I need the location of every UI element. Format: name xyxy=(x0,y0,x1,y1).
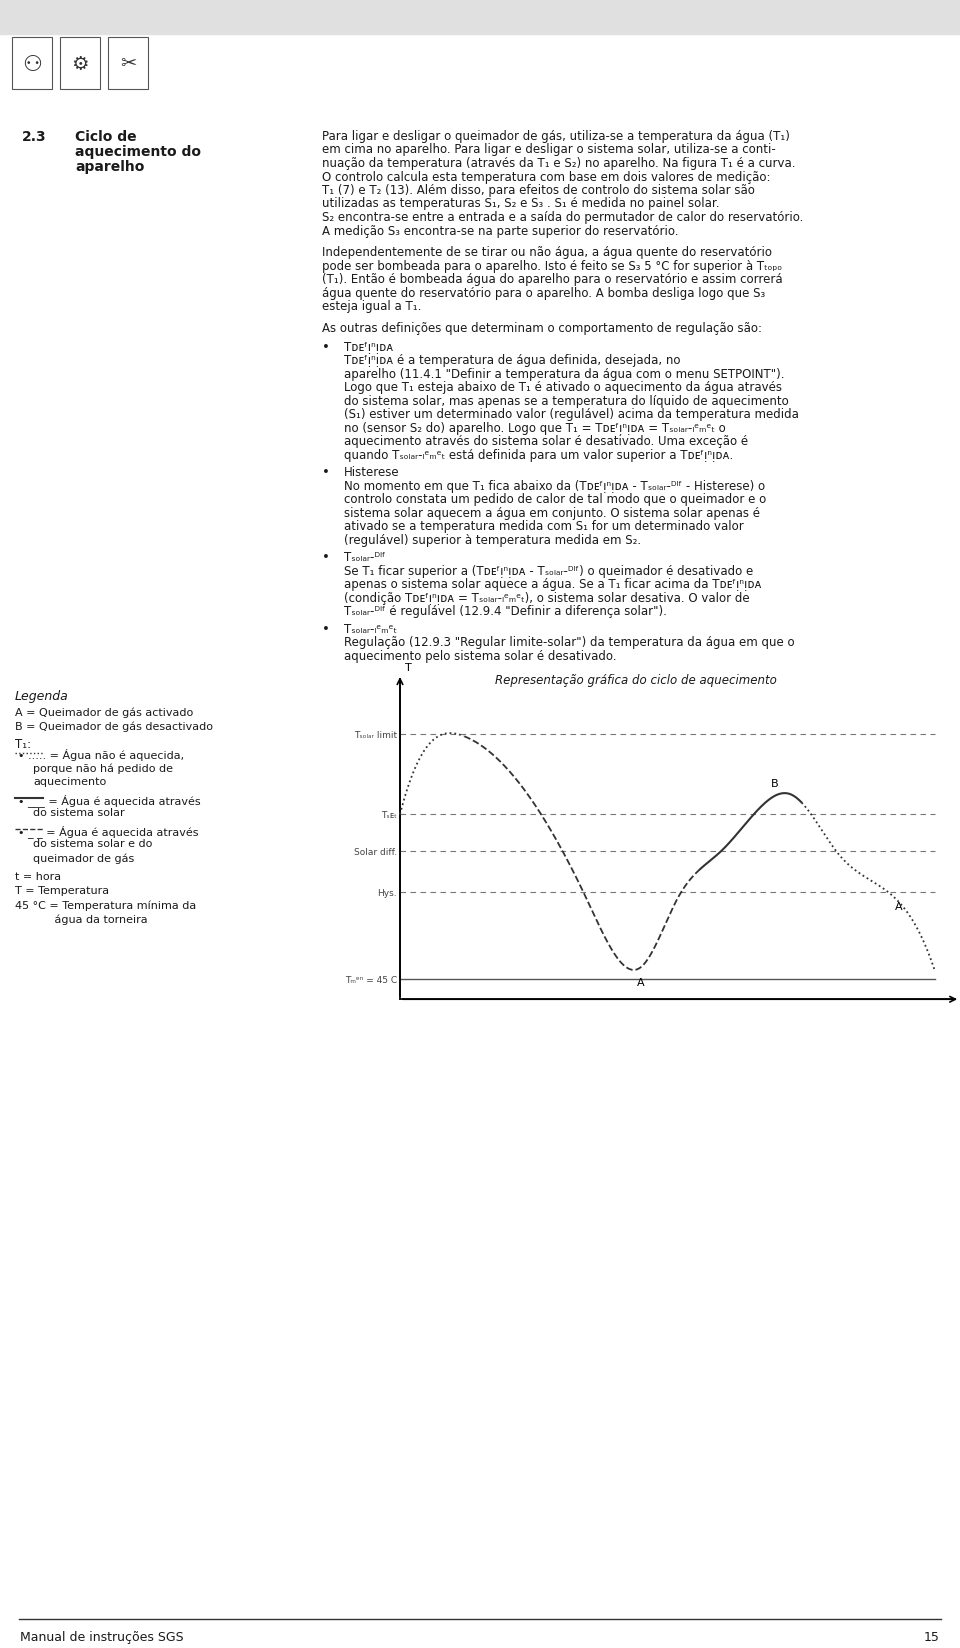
Text: água da torneira: água da torneira xyxy=(23,915,148,925)
Text: nuação da temperatura (através da T₁ e S₂) no aparelho. Na figura T₁ é a curva.: nuação da temperatura (através da T₁ e S… xyxy=(322,157,796,170)
Text: Tₛₒₗₐᵣ-ᴰᴵᶠ é regulável (12.9.4 "Definir a diferença solar").: Tₛₒₗₐᵣ-ᴰᴵᶠ é regulável (12.9.4 "Definir … xyxy=(344,605,667,618)
Text: S₂ encontra-se entre a entrada e a saída do permutador de calor do reservatório.: S₂ encontra-se entre a entrada e a saída… xyxy=(322,211,804,224)
Text: T₁ (7) e T₂ (13). Além disso, para efeitos de controlo do sistema solar são: T₁ (7) e T₂ (13). Além disso, para efeit… xyxy=(322,185,755,196)
Text: As outras definições que determinam o comportamento de regulação são:: As outras definições que determinam o co… xyxy=(322,321,762,335)
Text: sistema solar aquecem a água em conjunto. O sistema solar apenas é: sistema solar aquecem a água em conjunto… xyxy=(344,506,760,519)
Text: A: A xyxy=(895,901,902,911)
Text: aquecimento através do sistema solar é desativado. Uma exceção é: aquecimento através do sistema solar é d… xyxy=(344,435,748,448)
Text: Tᴅᴇᶠᴉⁿᴉᴅᴀ: Tᴅᴇᶠᴉⁿᴉᴅᴀ xyxy=(344,341,394,353)
Text: do sistema solar e do: do sistema solar e do xyxy=(33,839,153,849)
Text: O controlo calcula esta temperatura com base em dois valores de medição:: O controlo calcula esta temperatura com … xyxy=(322,170,771,183)
Text: quando Tₛₒₗₐᵣ-ₗᵉₘᵉₜ está definida para um valor superior a Tᴅᴇᶠᴉⁿᴉᴅᴀ.: quando Tₛₒₗₐᵣ-ₗᵉₘᵉₜ está definida para u… xyxy=(344,448,733,461)
Text: do sistema solar: do sistema solar xyxy=(33,808,125,817)
Text: Tₛᴇₜ: Tₛᴇₜ xyxy=(381,811,397,819)
Text: Tₛₒₗₐᵣ-ₗᵉₘᵉₜ: Tₛₒₗₐᵣ-ₗᵉₘᵉₜ xyxy=(344,623,397,636)
Text: 15: 15 xyxy=(924,1630,940,1643)
Text: • _ _ = Água é aquecida através: • _ _ = Água é aquecida através xyxy=(18,826,199,837)
Text: A medição S₃ encontra-se na parte superior do reservatório.: A medição S₃ encontra-se na parte superi… xyxy=(322,224,679,237)
Text: aquecimento pelo sistema solar é desativado.: aquecimento pelo sistema solar é desativ… xyxy=(344,649,616,662)
Text: (regulável) superior à temperatura medida em S₂.: (regulável) superior à temperatura medid… xyxy=(344,534,641,547)
Text: Hys.: Hys. xyxy=(377,888,397,897)
Text: • ___ = Água é aquecida através: • ___ = Água é aquecida através xyxy=(18,794,201,808)
Text: controlo constata um pedido de calor de tal modo que o queimador e o: controlo constata um pedido de calor de … xyxy=(344,493,766,506)
Text: Legenda: Legenda xyxy=(15,691,69,702)
Text: Solar diff.: Solar diff. xyxy=(354,847,397,857)
Text: Histerese: Histerese xyxy=(344,466,399,480)
Text: t = hora: t = hora xyxy=(15,872,61,882)
Text: •: • xyxy=(322,623,330,636)
Text: no (sensor S₂ do) aparelho. Logo que T₁ = Tᴅᴇᶠᴉⁿᴉᴅᴀ = Tₛₒₗₐᵣ-ₗᵉₘᵉₜ o: no (sensor S₂ do) aparelho. Logo que T₁ … xyxy=(344,422,726,435)
Text: 45 °C = Temperatura mínima da: 45 °C = Temperatura mínima da xyxy=(15,900,196,910)
Text: Para ligar e desligar o queimador de gás, utiliza-se a temperatura da água (T₁): Para ligar e desligar o queimador de gás… xyxy=(322,130,790,143)
Text: T: T xyxy=(405,662,412,672)
Bar xyxy=(0,0,960,35)
Text: Se T₁ ficar superior a (Tᴅᴇᶠᴉⁿᴉᴅᴀ - Tₛₒₗₐᵣ-ᴰᴵᶠ) o queimador é desativado e: Se T₁ ficar superior a (Tᴅᴇᶠᴉⁿᴉᴅᴀ - Tₛₒₗ… xyxy=(344,564,754,577)
Text: Tₘᵉⁿ = 45 C: Tₘᵉⁿ = 45 C xyxy=(345,976,397,984)
Text: •: • xyxy=(322,466,330,480)
Text: Tₛₒₗₐᵣ-ᴰᴵᶠ: Tₛₒₗₐᵣ-ᴰᴵᶠ xyxy=(344,550,386,564)
Bar xyxy=(108,38,148,91)
Text: queimador de gás: queimador de gás xyxy=(33,854,134,864)
Text: utilizadas as temperaturas S₁, S₂ e S₃ . S₁ é medida no painel solar.: utilizadas as temperaturas S₁, S₂ e S₃ .… xyxy=(322,198,719,211)
Text: aparelho (11.4.1 "Definir a temperatura da água com o menu SETPOINT").: aparelho (11.4.1 "Definir a temperatura … xyxy=(344,368,784,381)
Text: Tᴅᴇᶠᴉⁿᴉᴅᴀ é a temperatura de água definida, desejada, no: Tᴅᴇᶠᴉⁿᴉᴅᴀ é a temperatura de água defini… xyxy=(344,354,681,368)
Text: (condição Tᴅᴇᶠᴉⁿᴉᴅᴀ = Tₛₒₗₐᵣ-ₗᵉₘᵉₜ), o sistema solar desativa. O valor de: (condição Tᴅᴇᶠᴉⁿᴉᴅᴀ = Tₛₒₗₐᵣ-ₗᵉₘᵉₜ), o s… xyxy=(344,592,750,605)
Text: T = Temperatura: T = Temperatura xyxy=(15,887,109,897)
Text: Manual de instruções SGS: Manual de instruções SGS xyxy=(20,1630,183,1643)
Text: aquecimento: aquecimento xyxy=(33,776,107,788)
Text: B = Queimador de gás desactivado: B = Queimador de gás desactivado xyxy=(15,720,213,732)
Text: esteja igual a T₁.: esteja igual a T₁. xyxy=(322,300,421,313)
Text: A: A xyxy=(637,977,645,987)
Text: Ciclo de: Ciclo de xyxy=(75,130,136,143)
Text: (T₁). Então é bombeada água do aparelho para o reservatório e assim correrá: (T₁). Então é bombeada água do aparelho … xyxy=(322,274,782,285)
Text: Regulação (12.9.3 "Regular limite-solar") da temperatura da água em que o: Regulação (12.9.3 "Regular limite-solar"… xyxy=(344,636,795,649)
Text: No momento em que T₁ fica abaixo da (Tᴅᴇᶠᴉⁿᴉᴅᴀ - Tₛₒₗₐᵣ-ᴰᴵᶠ - Histerese) o: No momento em que T₁ fica abaixo da (Tᴅᴇ… xyxy=(344,480,765,493)
Text: apenas o sistema solar aquece a água. Se a T₁ ficar acima da Tᴅᴇᶠᴉⁿᴉᴅᴀ: apenas o sistema solar aquece a água. Se… xyxy=(344,578,761,592)
Text: pode ser bombeada para o aparelho. Isto é feito se S₃ 5 °C for superior à Tₜₒₚₒ: pode ser bombeada para o aparelho. Isto … xyxy=(322,259,782,272)
Text: 2.3: 2.3 xyxy=(22,130,47,143)
Text: ⚙: ⚙ xyxy=(71,54,88,74)
Text: aparelho: aparelho xyxy=(75,160,144,175)
Text: (S₁) estiver um determinado valor (regulável) acima da temperatura medida: (S₁) estiver um determinado valor (regul… xyxy=(344,407,799,420)
Text: Representação gráfica do ciclo de aquecimento: Representação gráfica do ciclo de aqueci… xyxy=(495,674,777,687)
Text: •: • xyxy=(322,550,330,564)
Text: A = Queimador de gás activado: A = Queimador de gás activado xyxy=(15,707,193,717)
Text: B: B xyxy=(771,778,779,789)
Text: ✂: ✂ xyxy=(120,54,136,74)
Text: ativado se a temperatura medida com S₁ for um determinado valor: ativado se a temperatura medida com S₁ f… xyxy=(344,519,744,532)
Text: Independentemente de se tirar ou não água, a água quente do reservatório: Independentemente de se tirar ou não águ… xyxy=(322,246,772,259)
Text: em cima no aparelho. Para ligar e desligar o sistema solar, utiliza-se a conti-: em cima no aparelho. Para ligar e deslig… xyxy=(322,143,776,157)
Text: do sistema solar, mas apenas se a temperatura do líquido de aquecimento: do sistema solar, mas apenas se a temper… xyxy=(344,394,789,407)
Text: porque não há pedido de: porque não há pedido de xyxy=(33,763,173,773)
Bar xyxy=(60,38,100,91)
Text: Logo que T₁ esteja abaixo de T₁ é ativado o aquecimento da água através: Logo que T₁ esteja abaixo de T₁ é ativad… xyxy=(344,381,782,394)
Text: •: • xyxy=(322,341,330,353)
Text: aquecimento do: aquecimento do xyxy=(75,145,201,158)
Text: Tₛₒₗₐᵣ limit: Tₛₒₗₐᵣ limit xyxy=(354,730,397,740)
Text: água quente do reservatório para o aparelho. A bomba desliga logo que S₃: água quente do reservatório para o apare… xyxy=(322,287,765,300)
Bar xyxy=(12,38,52,91)
Text: T₁:: T₁: xyxy=(15,738,31,751)
Text: ⚇: ⚇ xyxy=(22,54,42,74)
Text: • ..... = Água não é aquecida,: • ..... = Água não é aquecida, xyxy=(18,748,184,761)
